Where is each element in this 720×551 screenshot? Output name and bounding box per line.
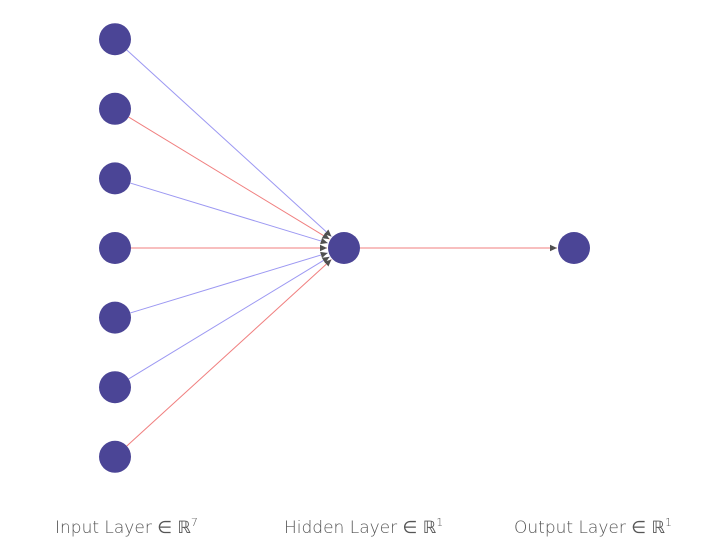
node-input-1 bbox=[99, 92, 131, 125]
node-input-4 bbox=[99, 301, 131, 334]
edge-input-4-to-hidden-0 bbox=[130, 251, 328, 314]
edge-input-2-to-hidden-0 bbox=[130, 182, 328, 245]
node-input-2 bbox=[99, 162, 131, 195]
input-layer-label-superscript: 7 bbox=[191, 516, 198, 529]
hidden-layer-label-text: Hidden Layer ∈ ℝ bbox=[284, 518, 437, 538]
output-layer-label: Output Layer ∈ ℝ1 bbox=[514, 516, 672, 538]
edge-input-1-to-hidden-0 bbox=[128, 116, 330, 240]
node-input-0 bbox=[99, 23, 131, 56]
node-input-6 bbox=[99, 440, 131, 473]
edge-input-5-to-hidden-0 bbox=[128, 256, 330, 380]
output-layer-label-superscript: 1 bbox=[665, 516, 672, 529]
node-output-0 bbox=[558, 232, 590, 264]
hidden-layer-label: Hidden Layer ∈ ℝ1 bbox=[284, 516, 443, 538]
output-layer-label-text: Output Layer ∈ ℝ bbox=[514, 518, 665, 538]
input-layer-label-text: Input Layer ∈ ℝ bbox=[55, 518, 191, 538]
edge-input-6-to-hidden-0 bbox=[126, 259, 332, 447]
edges-group bbox=[126, 49, 557, 447]
node-hidden-0 bbox=[328, 232, 360, 264]
hidden-layer-label-superscript: 1 bbox=[436, 516, 443, 529]
edge-input-0-to-hidden-0 bbox=[126, 49, 332, 237]
node-input-5 bbox=[99, 371, 131, 404]
node-input-3 bbox=[99, 232, 131, 264]
nodes-group bbox=[99, 23, 590, 473]
input-layer-label: Input Layer ∈ ℝ7 bbox=[55, 516, 198, 538]
